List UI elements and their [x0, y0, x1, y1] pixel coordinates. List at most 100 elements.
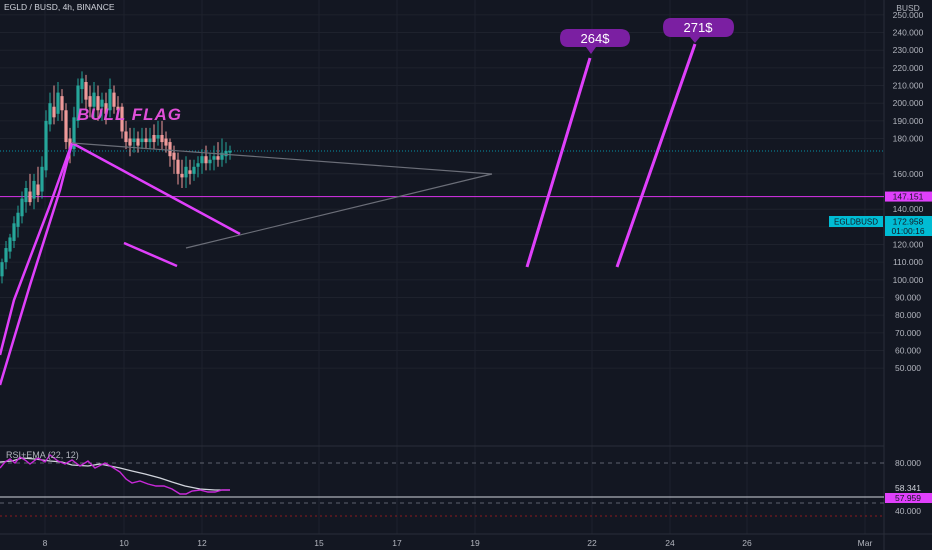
- symbol-badge: [829, 216, 883, 227]
- target-bubble-271[interactable]: 271$: [663, 18, 734, 43]
- candle-body: [180, 173, 184, 178]
- symbol-label: EGLDBUSD: [834, 218, 878, 227]
- candle-body: [100, 99, 104, 107]
- candle-body: [212, 156, 216, 160]
- price-tick-label: 260.000: [893, 0, 924, 2]
- time-label: 15: [314, 538, 324, 548]
- flag-upper-line[interactable]: [71, 141, 241, 236]
- current-price-badge[interactable]: EGLDBUSD 172.958 01:00:16: [829, 216, 932, 236]
- target-line-271[interactable]: [615, 43, 697, 268]
- time-label: 24: [665, 538, 675, 548]
- price-tick-label: 190.000: [893, 116, 924, 126]
- level-badge: [885, 191, 932, 202]
- candle-body: [104, 103, 108, 114]
- candle-body: [192, 166, 196, 174]
- price-axis-labels: 290.000280.000270.000260.000250.000240.0…: [893, 0, 924, 373]
- triangle-lower-line[interactable]: [185, 173, 493, 249]
- price-tick-label: 160.000: [893, 169, 924, 179]
- candle-body: [196, 163, 200, 167]
- candle-body: [32, 180, 36, 199]
- price-tick-label: 250.000: [893, 10, 924, 20]
- horizontal-levels[interactable]: [0, 0, 884, 198]
- triangle-upper-line[interactable]: [71, 142, 493, 175]
- candle-body: [48, 103, 52, 125]
- candle-body: [228, 150, 232, 153]
- candle-body: [8, 237, 12, 252]
- candle-body: [4, 248, 8, 263]
- rsi-tick-label: 80.000: [895, 458, 921, 468]
- candle-body: [40, 166, 44, 192]
- candle-body: [72, 117, 76, 150]
- time-label: 10: [119, 538, 129, 548]
- target-line-264[interactable]: [525, 57, 592, 268]
- price-tick-label: 70.000: [895, 328, 921, 338]
- candle-body: [16, 212, 20, 227]
- candle-body: [112, 92, 116, 107]
- candle-body: [60, 96, 64, 111]
- rsi-ema-value: 58.341: [895, 483, 921, 493]
- candle-body: [160, 134, 164, 143]
- candle-body: [12, 223, 16, 241]
- time-label: Mar: [858, 538, 873, 548]
- candle-body: [164, 138, 168, 146]
- flagpole-line[interactable]: [0, 142, 74, 356]
- price-value: 172.958: [893, 217, 924, 227]
- price-tick-label: 100.000: [893, 275, 924, 285]
- rsi-line: [0, 454, 230, 495]
- time-label: 26: [742, 538, 752, 548]
- candle-body: [184, 166, 188, 178]
- candle-body: [168, 142, 172, 157]
- rsi-value-badges: 58.341 57.959: [885, 483, 932, 503]
- candle-body: [188, 170, 192, 174]
- currency-label: BUSD: [896, 3, 920, 13]
- rsi-pane[interactable]: RSI+EMA (22, 12): [0, 450, 884, 517]
- price-tick-label: 120.000: [893, 240, 924, 250]
- ema-value-badge: [885, 493, 932, 503]
- candle-body: [52, 106, 56, 118]
- horizontal-gridlines: [0, 14, 884, 369]
- candle-body: [24, 187, 28, 203]
- candle-body: [216, 156, 220, 160]
- time-label: 8: [43, 538, 48, 548]
- price-tick-label: 220.000: [893, 63, 924, 73]
- bubble-shape: [560, 29, 630, 54]
- target-bubble-264[interactable]: 264$: [560, 29, 630, 54]
- price-axis[interactable]: [884, 0, 932, 550]
- price-tick-label: 80.000: [895, 310, 921, 320]
- price-tick-label: 240.000: [893, 28, 924, 38]
- bull-flag-label[interactable]: BULL FLAG: [77, 105, 182, 124]
- level-value: 147.151: [893, 192, 924, 202]
- candle-body: [36, 184, 40, 196]
- candle-body: [68, 138, 72, 150]
- candle-body: [124, 131, 128, 143]
- candle-body: [172, 152, 176, 160]
- symbol-header[interactable]: EGLD / BUSD, 4h, BINANCE: [4, 2, 115, 12]
- candle-body: [144, 138, 148, 143]
- candle-body: [96, 96, 100, 111]
- candle-body: [208, 159, 212, 164]
- flag-lower-line[interactable]: [123, 241, 178, 268]
- candle-body: [200, 156, 204, 164]
- price-value-badge: [885, 216, 932, 236]
- candle-body: [88, 96, 92, 107]
- candle-body: [28, 191, 32, 203]
- level-badges[interactable]: 271.822264.183147.151: [885, 0, 932, 202]
- candle-body: [64, 110, 68, 143]
- candle-body: [140, 138, 144, 143]
- price-tick-label: 140.000: [893, 204, 924, 214]
- candle-body: [224, 150, 228, 157]
- flagpole-line-lower[interactable]: [0, 142, 74, 386]
- candle-body: [108, 89, 112, 111]
- rsi-indicator-label[interactable]: RSI+EMA (22, 12): [6, 450, 79, 460]
- bar-countdown: 01:00:16: [891, 226, 924, 236]
- candle-body: [148, 138, 152, 143]
- target-label-264: 264$: [581, 31, 611, 46]
- candle-body: [92, 92, 96, 107]
- price-tick-label: 60.000: [895, 346, 921, 356]
- rsi-value-badge-bg: [885, 483, 932, 493]
- candle-body: [80, 78, 84, 90]
- drawings[interactable]: BULL FLAG: [0, 43, 697, 386]
- candle-body: [152, 134, 156, 143]
